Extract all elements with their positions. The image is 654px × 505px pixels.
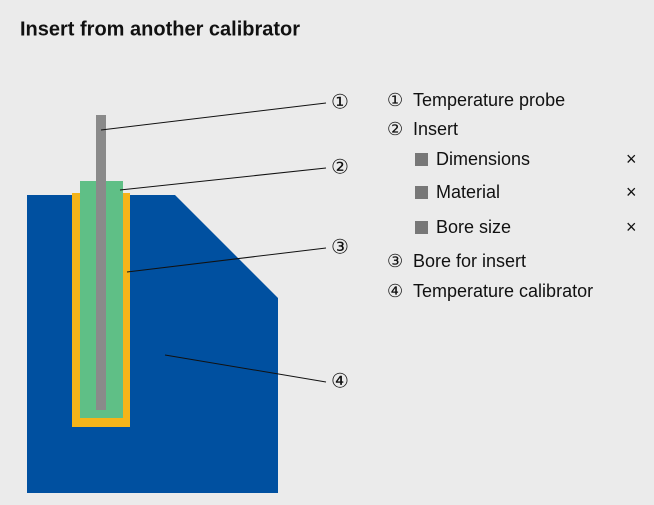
leader-line — [126, 247, 327, 273]
leader-line — [100, 102, 327, 131]
leader-line — [164, 354, 327, 383]
title: Insert from another calibrator — [20, 18, 300, 40]
bullet — [415, 186, 428, 199]
leader-lines — [100, 102, 327, 383]
bullet — [415, 221, 428, 234]
leader-line — [119, 167, 327, 191]
sub-item-text: Material — [436, 182, 500, 202]
probe — [96, 115, 106, 410]
sub-item-mark: × — [626, 182, 637, 202]
legend-text: Bore for insert — [413, 251, 526, 271]
legend-marker: ④ — [387, 281, 403, 301]
legend-text: Insert — [413, 119, 458, 139]
legend-text: Temperature probe — [413, 90, 565, 110]
legend-marker: ① — [387, 90, 403, 110]
callout: ④ — [331, 370, 349, 392]
callout: ① — [331, 91, 349, 113]
sub-item-text: Bore size — [436, 217, 511, 237]
sub-item-mark: × — [626, 217, 637, 237]
sub-item-mark: × — [626, 149, 637, 169]
legend-marker: ② — [387, 119, 403, 139]
legend-text: Temperature calibrator — [413, 281, 593, 301]
bullet — [415, 153, 428, 166]
sub-item-text: Dimensions — [436, 149, 530, 169]
callout: ③ — [331, 236, 349, 258]
legend-marker: ③ — [387, 251, 403, 271]
callout: ② — [331, 156, 349, 178]
